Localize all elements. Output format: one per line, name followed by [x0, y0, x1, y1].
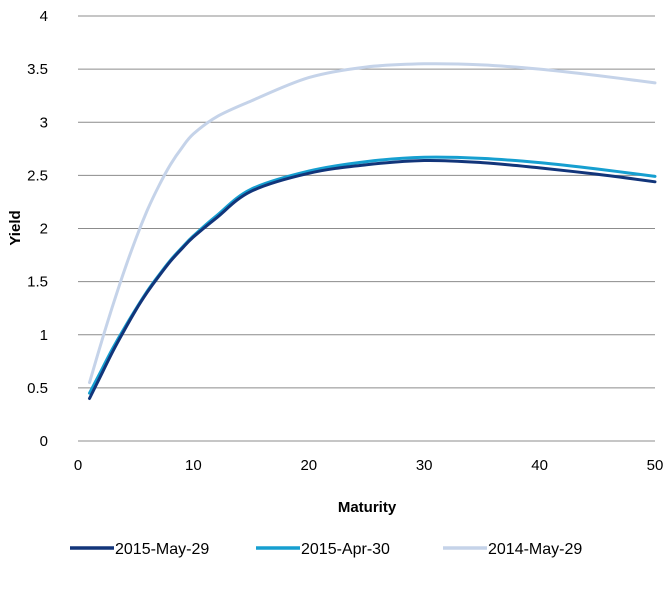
legend-label-0: 2015-May-29: [115, 541, 209, 558]
series-lines: [88, 62, 657, 400]
y-tick-label: 3: [40, 114, 48, 131]
x-tick-label: 0: [74, 457, 82, 474]
gridlines: [78, 15, 655, 442]
legend-label-2: 2014-May-29: [488, 541, 582, 558]
y-tick-label: 2: [40, 221, 48, 238]
x-tick-label: 20: [300, 457, 317, 474]
y-tick-label: 1.5: [27, 274, 48, 291]
y-tick-label: 3.5: [27, 61, 48, 78]
x-axis-title: Maturity: [338, 499, 397, 516]
x-tick-label: 50: [647, 457, 664, 474]
y-axis-title: Yield: [7, 210, 24, 245]
y-tick-labels: 0 0.5 1 1.5 2 2.5 3 3.5 4: [27, 8, 48, 450]
y-tick-label: 1: [40, 327, 48, 344]
x-tick-label: 30: [416, 457, 433, 474]
x-tick-labels: 0 10 20 30 40 50: [74, 457, 664, 474]
series-line-1: [88, 155, 657, 395]
y-tick-label: 2.5: [27, 167, 48, 184]
y-tick-label: 0.5: [27, 380, 48, 397]
legend: 2015-May-29 2015-Apr-30 2014-May-29: [70, 541, 582, 558]
y-tick-label: 0: [40, 433, 48, 450]
legend-label-1: 2015-Apr-30: [301, 541, 390, 558]
x-tick-label: 40: [531, 457, 548, 474]
y-tick-label: 4: [40, 8, 48, 25]
x-tick-label: 10: [185, 457, 202, 474]
series-line-0: [88, 158, 657, 400]
series-line-2: [88, 62, 657, 385]
